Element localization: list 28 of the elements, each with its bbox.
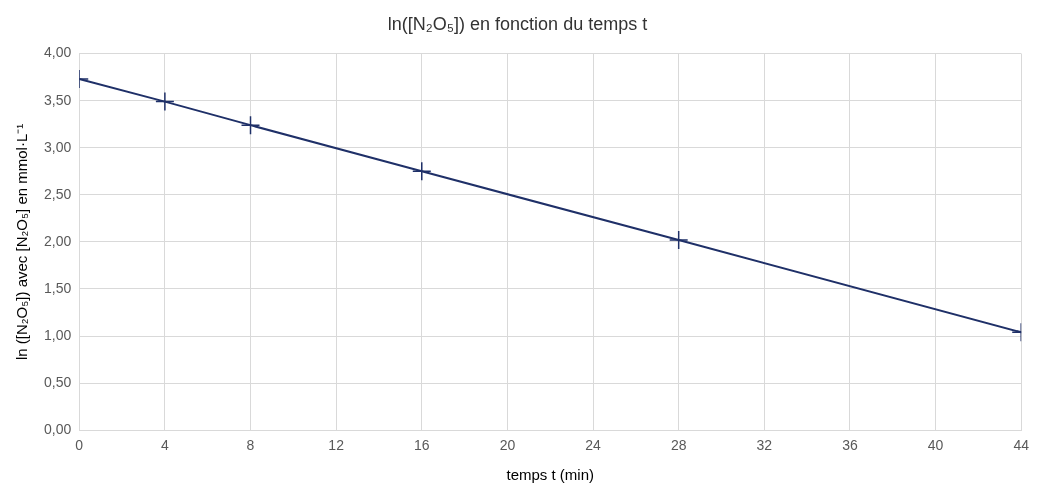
y-tick-label: 3,50 (44, 91, 72, 108)
x-tick-label: 8 (246, 437, 255, 454)
y-axis-title: ln ([N₂O₅]) avec [N₂O₅] en mmol·L⁻¹ (13, 123, 31, 361)
y-tick-label: 3,00 (44, 138, 72, 155)
y-tick-label: 2,50 (44, 185, 72, 202)
y-tick-label: 0,50 (44, 373, 72, 390)
x-tick-label: 40 (927, 437, 944, 454)
x-tick-label: 16 (413, 437, 430, 454)
point (155, 91, 175, 112)
y-tick-label: 1,00 (44, 326, 72, 343)
x-tick-label: 24 (585, 437, 602, 454)
x-tick-label: 32 (756, 437, 773, 454)
x-tick-label: 0 (75, 437, 84, 454)
y-tick-label: 1,50 (44, 279, 72, 296)
x-tick-label: 28 (670, 437, 687, 454)
y-tick-label: 2,00 (44, 232, 72, 249)
x-tick-label: 36 (842, 437, 858, 454)
x-tick-label: 12 (328, 437, 345, 454)
point (412, 161, 432, 182)
point (240, 115, 261, 135)
x-tick-label: 20 (499, 437, 516, 454)
x-tick-label: 4 (160, 437, 169, 454)
chart-title: ln([N₂O₅]) en fonction du temps t (387, 13, 648, 34)
point (668, 230, 689, 250)
x-axis-title: temps t (min) (506, 466, 594, 484)
x-tick-label: 44 (1013, 437, 1030, 454)
y-tick-label: 4,00 (44, 44, 72, 61)
y-tick-label: 0,00 (44, 421, 72, 438)
